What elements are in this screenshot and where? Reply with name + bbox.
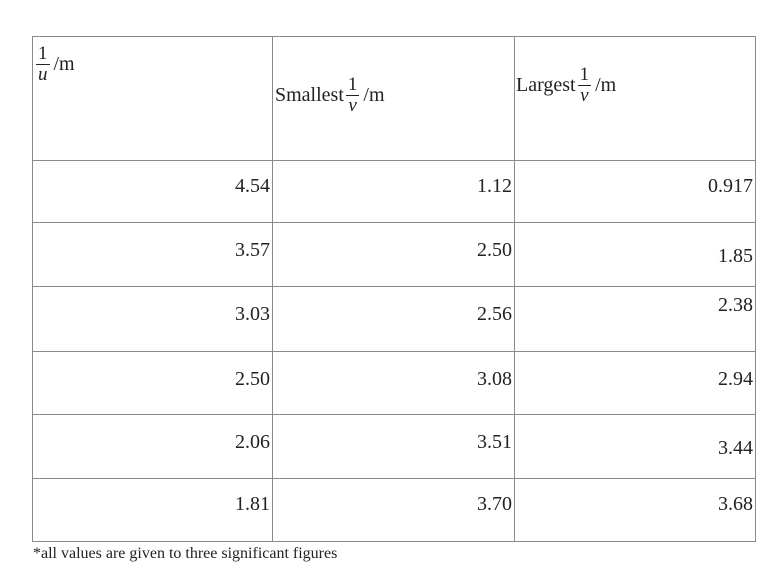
denominator: v xyxy=(348,95,357,116)
table-cell: 2.94 xyxy=(718,368,753,390)
table-border xyxy=(32,36,756,37)
table-cell: 3.44 xyxy=(718,437,753,459)
table-cell: 3.68 xyxy=(718,493,753,515)
numerator: 1 xyxy=(36,43,50,65)
footnote: *all values are given to three significa… xyxy=(33,545,338,562)
denominator: v xyxy=(580,85,589,106)
table-cell: 2.56 xyxy=(477,303,512,325)
table-cell: 4.54 xyxy=(235,175,270,197)
row-divider xyxy=(32,414,756,415)
table-border xyxy=(32,541,756,542)
unit: /m xyxy=(53,53,75,75)
table-cell: 1.81 xyxy=(235,493,270,515)
table-cell: 1.85 xyxy=(718,245,753,267)
prefix: Largest xyxy=(516,74,576,96)
numerator: 1 xyxy=(345,74,360,96)
table-cell: 3.03 xyxy=(235,303,270,325)
row-divider xyxy=(32,222,756,223)
table-cell: 1.12 xyxy=(477,175,512,197)
table-cell: 2.50 xyxy=(477,239,512,261)
prefix: Smallest xyxy=(275,84,344,106)
table-cell: 3.51 xyxy=(477,431,512,453)
table-cell: 0.917 xyxy=(708,175,753,197)
unit: /m xyxy=(595,74,617,96)
table-border xyxy=(755,36,756,541)
table-cell: 2.06 xyxy=(235,431,270,453)
table-cell: 2.38 xyxy=(718,294,753,316)
column-divider xyxy=(514,36,515,541)
row-divider xyxy=(32,286,756,287)
row-divider xyxy=(32,478,756,479)
table-cell: 3.08 xyxy=(477,368,512,390)
table-cell: 3.70 xyxy=(477,493,512,515)
denominator: u xyxy=(38,64,48,85)
column-divider xyxy=(272,36,273,541)
row-divider xyxy=(32,160,756,161)
row-divider xyxy=(32,351,756,352)
table-cell: 3.57 xyxy=(235,239,270,261)
table-border xyxy=(32,36,33,541)
unit: /m xyxy=(363,84,385,106)
numerator: 1 xyxy=(577,64,592,86)
table-cell: 2.50 xyxy=(235,368,270,390)
